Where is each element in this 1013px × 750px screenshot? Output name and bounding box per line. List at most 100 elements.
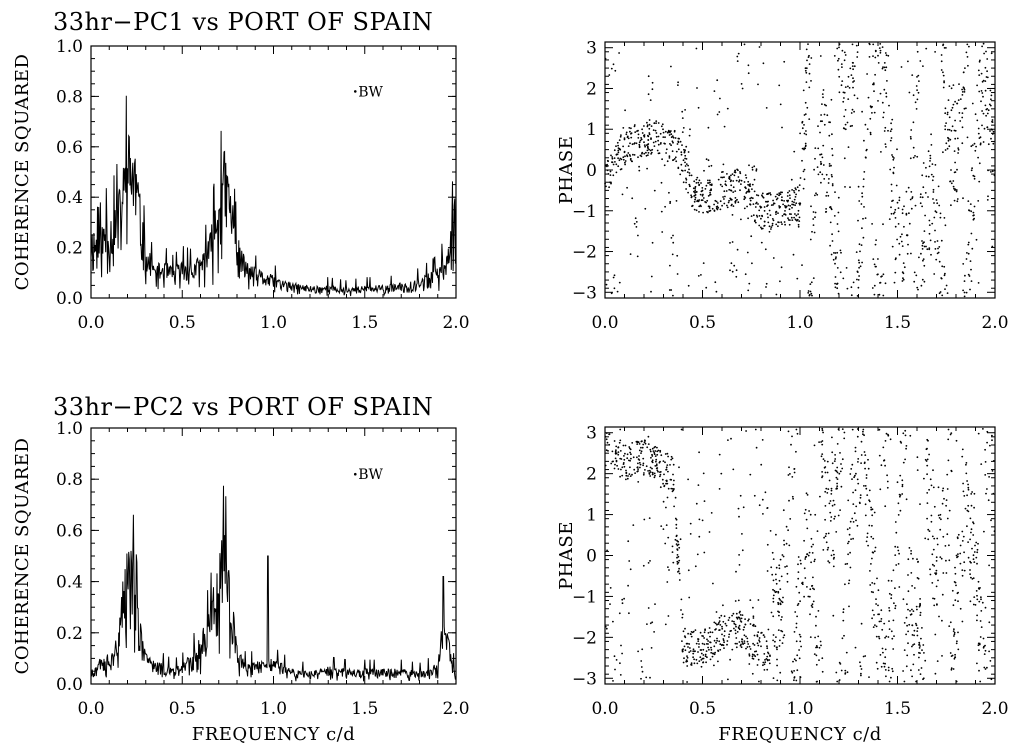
phase-point: [932, 198, 934, 200]
phase-point: [767, 216, 769, 219]
phase-point: [683, 645, 686, 648]
phase-point: [649, 466, 652, 469]
phase-point: [838, 46, 840, 49]
phase-point: [836, 471, 839, 474]
phase-point: [937, 486, 940, 489]
phase-point: [704, 188, 707, 190]
phase-point: [723, 630, 726, 633]
phase-point: [815, 680, 818, 683]
phase-point: [952, 180, 955, 182]
phase-point: [741, 549, 744, 552]
phase-point: [884, 505, 887, 508]
phase-point: [981, 45, 983, 48]
phase-point: [840, 63, 843, 65]
phase-point: [979, 136, 982, 139]
phase-point: [814, 216, 816, 219]
phase-point: [878, 637, 881, 640]
phase-point: [687, 478, 689, 481]
phase-point: [606, 169, 609, 172]
phase-point: [673, 479, 675, 482]
phase-point: [624, 163, 626, 166]
phase-point: [630, 127, 632, 130]
phase-point: [879, 92, 882, 95]
phase-point: [791, 203, 793, 206]
phase-point: [734, 197, 737, 199]
phase-point: [983, 127, 986, 130]
phase-point: [757, 658, 760, 661]
phase-point: [803, 539, 805, 542]
phase-point: [623, 150, 626, 153]
phase-point: [625, 131, 628, 134]
phase-point: [922, 259, 924, 262]
phase-point: [821, 427, 824, 430]
phase-point: [718, 640, 721, 643]
phase-point: [665, 480, 668, 483]
phase-point: [655, 464, 658, 467]
phase-point: [615, 145, 617, 148]
phase-point: [851, 463, 854, 466]
phase-point: [778, 206, 781, 209]
phase-point: [921, 278, 924, 281]
phase-point: [831, 451, 834, 454]
phase-point: [884, 669, 887, 671]
phase-point: [787, 474, 790, 476]
phase-point: [781, 642, 784, 644]
phase-point: [639, 466, 641, 469]
phase-point: [651, 88, 654, 91]
phase-point: [873, 90, 875, 93]
phase-point: [646, 167, 648, 170]
phase-point: [729, 269, 731, 272]
phase-point: [955, 680, 958, 683]
x-tick-label: 1.5: [884, 699, 911, 719]
phase-point: [939, 291, 942, 293]
phase-point: [932, 191, 935, 193]
phase-point: [867, 544, 869, 547]
phase-point: [607, 173, 610, 175]
phase-point: [973, 205, 976, 208]
phase-point: [820, 441, 822, 443]
phase-point: [613, 149, 616, 152]
phase-point: [807, 290, 810, 292]
phase-point: [726, 640, 729, 642]
phase-point: [917, 669, 920, 671]
phase-point: [956, 640, 958, 643]
phase-point: [734, 632, 737, 635]
phase-point: [606, 159, 609, 162]
phase-point: [609, 170, 612, 173]
phase-point: [647, 154, 649, 157]
phase-point: [820, 181, 822, 184]
phase-point: [716, 113, 719, 116]
phase-point: [902, 262, 905, 264]
phase-point: [940, 277, 943, 280]
phase-point: [915, 605, 918, 608]
x-tick-label: 1.0: [786, 699, 813, 719]
phase-point: [856, 524, 859, 527]
phase-point: [961, 540, 964, 542]
phase-point: [765, 286, 767, 288]
phase-point: [632, 524, 635, 526]
phase-point: [719, 648, 722, 651]
phase-point: [666, 496, 669, 499]
phase-point: [619, 439, 622, 442]
phase-point: [678, 559, 681, 562]
phase-point: [976, 594, 978, 597]
phase-point: [640, 666, 643, 668]
phase-point: [719, 97, 721, 100]
phase-point: [649, 560, 651, 562]
phase-point: [945, 499, 948, 501]
phase-point: [766, 192, 769, 195]
phase-point: [682, 181, 685, 184]
phase-point: [939, 216, 942, 219]
phase-point: [736, 198, 738, 201]
chart-title: 33hr−PC1 vs PORT OF SPAIN: [53, 8, 433, 36]
phase-point: [730, 199, 732, 201]
phase-point: [886, 480, 889, 483]
phase-point: [805, 133, 808, 136]
phase-point: [758, 639, 760, 642]
phase-point: [715, 290, 718, 293]
phase-point: [649, 676, 651, 679]
phase-point: [709, 635, 711, 638]
phase-point: [680, 151, 683, 154]
phase-point: [686, 171, 689, 174]
phase-point: [698, 451, 700, 454]
